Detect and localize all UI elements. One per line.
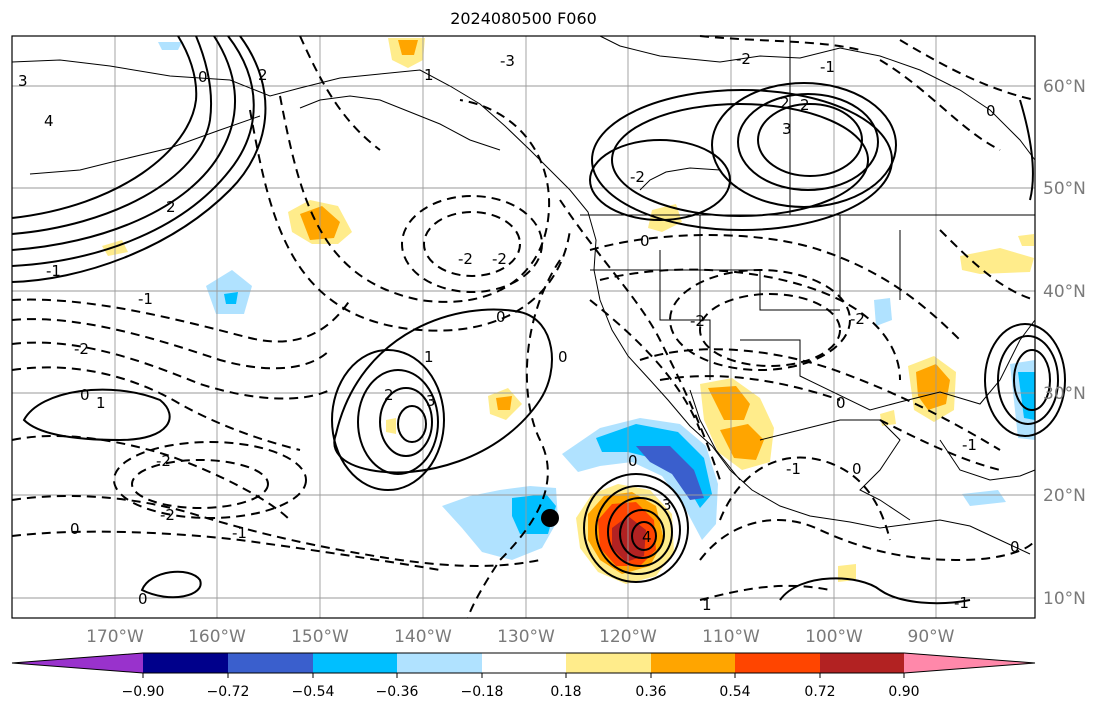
contour-label: -2	[156, 452, 171, 470]
colorbar-tick-label: −0.36	[376, 684, 419, 700]
contour-label: 3	[18, 72, 28, 90]
contour-label: 0	[198, 68, 208, 86]
contour-label: -2	[690, 312, 705, 330]
map-frame	[11, 35, 1036, 619]
contour-labels: 3 4 0 2 -3 -2 -1 1 2 0 -2 2 3 2 0 -2 -2 …	[18, 50, 1020, 614]
contour-label: 2	[800, 96, 810, 114]
contour-label: -3	[500, 52, 515, 70]
lat-label: 60°N	[1043, 77, 1086, 97]
lon-label: 160°W	[188, 627, 246, 647]
contour-label: -1	[954, 594, 969, 612]
contour-label: 0	[558, 348, 568, 366]
lon-label: 140°W	[394, 627, 452, 647]
colorbar-tick-label: 0.18	[550, 684, 581, 700]
lat-label: 40°N	[1043, 282, 1086, 302]
contour-label: 3	[426, 392, 436, 410]
contour-label: -2	[160, 506, 175, 524]
contour-label: 0	[496, 308, 506, 326]
colorbar-tick-label: 0.90	[888, 684, 919, 700]
contour-label: 0	[986, 102, 996, 120]
colorbar-seg-1	[143, 653, 228, 673]
contour-label: 0	[640, 232, 650, 250]
colorbar-seg-5	[482, 653, 566, 673]
contour-label: 1	[424, 348, 434, 366]
positive-contours	[11, 35, 1066, 605]
contour-label: 4	[44, 112, 54, 130]
lon-label: 150°W	[291, 627, 349, 647]
contour-label: 0	[628, 452, 638, 470]
contour-label: -2	[458, 250, 473, 268]
contour-label: -2	[736, 50, 751, 68]
gridlines	[12, 36, 1035, 618]
colorbar: −0.90 −0.72 −0.54 −0.36 −0.18 0.18 0.36 …	[11, 652, 1036, 700]
contour-label: -1	[138, 290, 153, 308]
coastlines	[11, 35, 1036, 555]
lat-label: 50°N	[1043, 179, 1086, 199]
latitude-labels: 60°N 50°N 40°N 30°N 20°N 10°N	[1043, 77, 1086, 609]
contour-label: -1	[232, 524, 247, 542]
lat-label: 30°N	[1043, 384, 1086, 404]
colorbar-tick-label: −0.90	[122, 684, 165, 700]
colorbar-tick-label: 0.72	[804, 684, 835, 700]
contour-label: 0	[1010, 538, 1020, 556]
contour-label: 2	[166, 198, 176, 216]
contour-label: 2	[780, 94, 790, 112]
contour-label: 1	[96, 394, 106, 412]
contour-label: -1	[786, 460, 801, 478]
storm-marker	[541, 509, 559, 527]
lat-label: 20°N	[1043, 486, 1086, 506]
map-title: 2024080500 F060	[450, 9, 597, 28]
lon-label: 170°W	[86, 627, 144, 647]
colorbar-tick-label: 0.36	[635, 684, 666, 700]
negative-contours	[11, 35, 1036, 619]
colorbar-seg-8	[735, 653, 820, 673]
longitude-labels: 170°W 160°W 150°W 140°W 130°W 120°W 110°…	[86, 627, 955, 647]
lon-label: 110°W	[702, 627, 760, 647]
contour-label: -2	[492, 250, 507, 268]
colorbar-ticks	[142, 673, 905, 678]
contour-label: 0	[70, 520, 80, 538]
colorbar-tick-label: −0.72	[207, 684, 250, 700]
contour-label: 4	[642, 528, 652, 546]
contour-label: 1	[424, 66, 434, 84]
colorbar-seg-10	[904, 653, 1035, 673]
colorbar-seg-2	[228, 653, 313, 673]
contour-label: 0	[80, 386, 90, 404]
colorbar-seg-4	[397, 653, 482, 673]
contour-label: -1	[46, 262, 61, 280]
colorbar-seg-6	[566, 653, 651, 673]
colorbar-tick-label: −0.54	[292, 684, 335, 700]
colorbar-seg-3	[313, 653, 397, 673]
colorbar-seg-9	[820, 653, 904, 673]
lon-label: 90°W	[908, 627, 955, 647]
colorbar-tick-label: −0.18	[461, 684, 504, 700]
contour-label: -2	[850, 310, 865, 328]
lat-label: 10°N	[1043, 589, 1086, 609]
contour-label: 3	[782, 120, 792, 138]
lon-label: 120°W	[599, 627, 657, 647]
contour-label: -1	[962, 436, 977, 454]
contour-label: 1	[702, 596, 712, 614]
contour-label: 0	[836, 394, 846, 412]
contour-label: 2	[258, 66, 268, 84]
colorbar-seg-7	[651, 653, 735, 673]
contour-label: -2	[630, 168, 645, 186]
contour-label: -2	[74, 340, 89, 358]
contour-label: 0	[138, 590, 148, 608]
lon-label: 130°W	[497, 627, 555, 647]
lon-label: 100°W	[805, 627, 863, 647]
colorbar-tick-label: 0.54	[719, 684, 750, 700]
contour-label: 0	[852, 460, 862, 478]
colorbar-seg-0	[12, 653, 143, 673]
contour-label: 2	[384, 386, 394, 404]
contour-label: 3	[662, 496, 672, 514]
contour-label: -1	[820, 58, 835, 76]
